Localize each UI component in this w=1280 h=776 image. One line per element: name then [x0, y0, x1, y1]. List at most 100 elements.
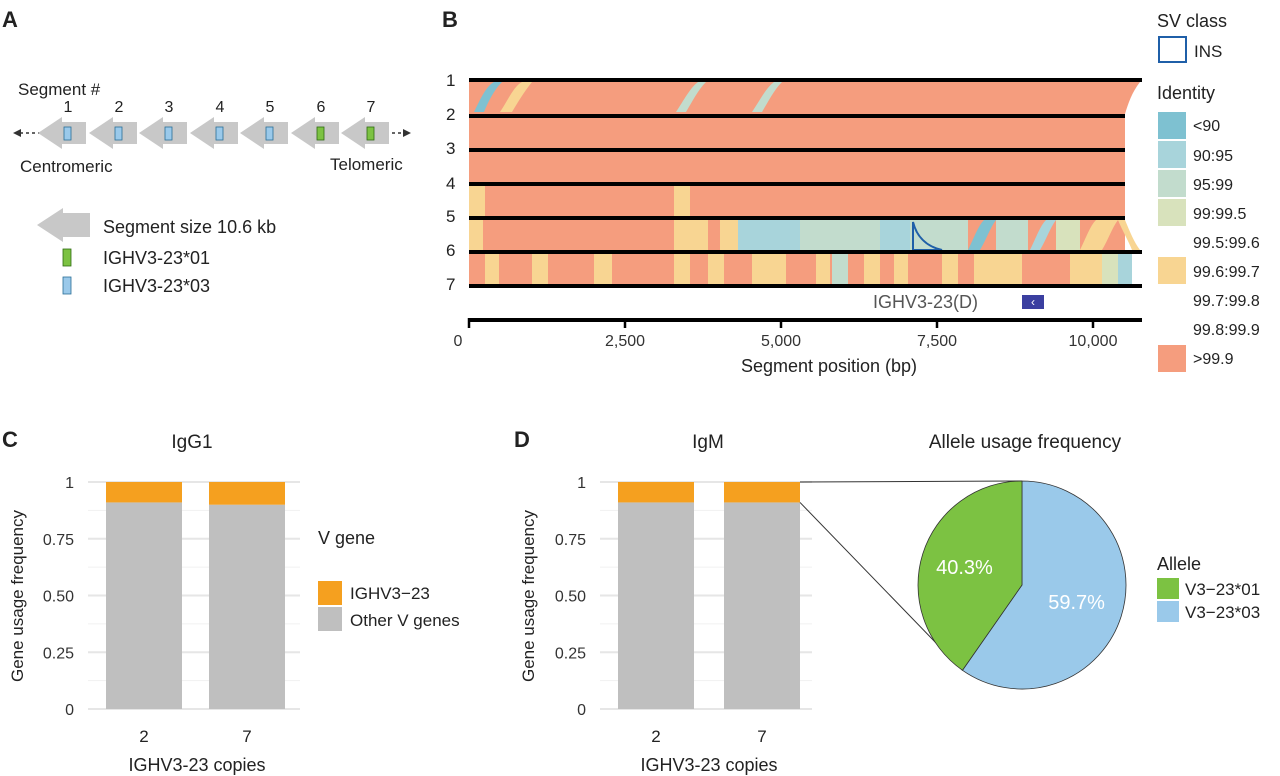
sv-ins-swatch	[1158, 36, 1187, 63]
right-arrowhead-icon	[403, 129, 411, 137]
chart-c-bars	[106, 482, 285, 709]
segment-number: 4	[216, 99, 225, 116]
segment-6: 6	[291, 99, 339, 149]
gene-label: IGHV3-23(D)	[873, 292, 978, 312]
allele-03-marker	[164, 126, 173, 141]
y-tick-label: 0.25	[555, 645, 586, 662]
y-tick-label: 0.50	[555, 589, 586, 606]
row-label: 2	[446, 105, 455, 124]
pie-chart: 40.3% 59.7%	[799, 480, 1127, 690]
segment-arrow-icon	[89, 117, 137, 149]
chart-c-y-ticks: 0 0.25 0.50 0.75 1	[43, 475, 74, 719]
identity-swatch	[1158, 141, 1186, 168]
segment-header: Segment #	[18, 80, 101, 99]
bar-other-v-genes	[209, 504, 285, 709]
segment-arrow-icon	[240, 117, 288, 149]
identity-block	[1118, 220, 1140, 250]
y-tick-label: 0.75	[43, 532, 74, 549]
chart-c-y-label: Gene usage frequency	[8, 509, 27, 682]
pie-legend-01-label: V3−23*01	[1185, 580, 1260, 599]
identity-label: 99.8:99.9	[1193, 322, 1260, 339]
allele-03-marker	[63, 126, 72, 141]
gene-direction-icon: ‹	[1031, 295, 1035, 309]
row-label: 7	[446, 275, 455, 294]
segment-7: 7	[341, 99, 389, 149]
identity-block	[532, 254, 548, 284]
identity-swatch	[1158, 199, 1186, 226]
x-tick-label: 2	[139, 727, 148, 746]
segment-3: 3	[139, 99, 187, 149]
gene-marker	[1022, 295, 1044, 309]
legend-allele-03-label: IGHV3-23*03	[103, 276, 210, 296]
x-tick-label: 0	[454, 333, 463, 350]
pie-legend-03-swatch	[1157, 601, 1179, 622]
chart-c-x-label: IGHV3-23 copies	[128, 755, 265, 775]
panel-d: D IgM Gene usage frequency 0 0.25 0.50 0.75…	[514, 427, 1260, 775]
x-tick-label: 7,500	[917, 333, 957, 350]
y-tick-label: 0	[577, 702, 586, 719]
legend-allele-03-swatch	[62, 276, 72, 295]
pie-slice-v3-23-03	[961, 480, 1127, 690]
pie-label-v3-23-01: 40.3%	[936, 557, 993, 579]
pie-legend-01-swatch	[1157, 578, 1179, 599]
identity-block	[1118, 254, 1132, 284]
identity-block	[594, 254, 612, 284]
panel-c-letter: C	[2, 427, 18, 452]
identity-block	[469, 220, 483, 250]
chart-d-bars	[618, 482, 800, 709]
legend-allele-01-swatch	[62, 248, 72, 267]
identity-block	[894, 254, 908, 284]
identity-block	[485, 254, 499, 284]
y-tick-label: 0.25	[43, 645, 74, 662]
identity-legend: <90 90:95 95:99 99:99.5 99.5:99.6 99.6:9…	[1158, 112, 1260, 372]
row-label: 3	[446, 139, 455, 158]
x-tick-label: 10,000	[1069, 333, 1118, 350]
bar-ighv3-23	[209, 482, 285, 505]
allele-01-marker	[366, 126, 375, 141]
identity-block	[1070, 254, 1102, 284]
chart-c-title: IgG1	[171, 432, 212, 453]
allele-03-marker	[265, 126, 274, 141]
row-label: 5	[446, 207, 455, 226]
identity-block	[1030, 220, 1056, 250]
y-tick-label: 0.50	[43, 589, 74, 606]
panel-b: B	[442, 7, 1260, 376]
allele-01-marker	[316, 126, 325, 141]
segment-number: 2	[115, 99, 124, 116]
sv-legend-title: SV class	[1157, 11, 1227, 31]
identity-label: 99.5:99.6	[1193, 235, 1260, 252]
segment-arrow-icon	[291, 117, 339, 149]
allele-03-marker	[114, 126, 123, 141]
identity-block	[996, 220, 1028, 250]
identity-swatch	[1158, 112, 1186, 139]
bar-ighv3-23	[618, 482, 694, 503]
identity-block	[880, 220, 910, 250]
identity-block	[676, 82, 706, 112]
identity-block	[738, 220, 800, 250]
bar-ighv3-23	[724, 482, 800, 503]
segment-4: 4	[190, 99, 238, 149]
segment-arrow-icon	[139, 117, 187, 149]
identity-block	[500, 82, 532, 112]
left-arrowhead-icon	[13, 129, 21, 137]
connector-line	[799, 480, 1023, 483]
identity-label: 99:99.5	[1193, 206, 1246, 223]
row-label: 4	[446, 174, 455, 193]
pie-legend-title: Allele	[1157, 554, 1201, 574]
segment-size-label: Segment size 10.6 kb	[103, 217, 276, 237]
x-axis-label: Segment position (bp)	[741, 356, 917, 376]
sv-insertion-outline	[912, 221, 943, 251]
identity-swatch	[1158, 170, 1186, 197]
segment-number: 1	[64, 99, 73, 116]
identity-label: <90	[1193, 118, 1220, 135]
panel-d-letter: D	[514, 427, 530, 452]
x-tick-label: 7	[757, 727, 766, 746]
identity-label: 95:99	[1193, 177, 1233, 194]
bar-ighv3-23	[106, 482, 182, 503]
identity-label: 90:95	[1193, 148, 1233, 165]
chart-d-x-label: IGHV3-23 copies	[640, 755, 777, 775]
legend-allele-01-label: IGHV3-23*01	[103, 248, 210, 268]
identity-block	[708, 254, 724, 284]
legend-ighv-swatch	[318, 581, 342, 605]
